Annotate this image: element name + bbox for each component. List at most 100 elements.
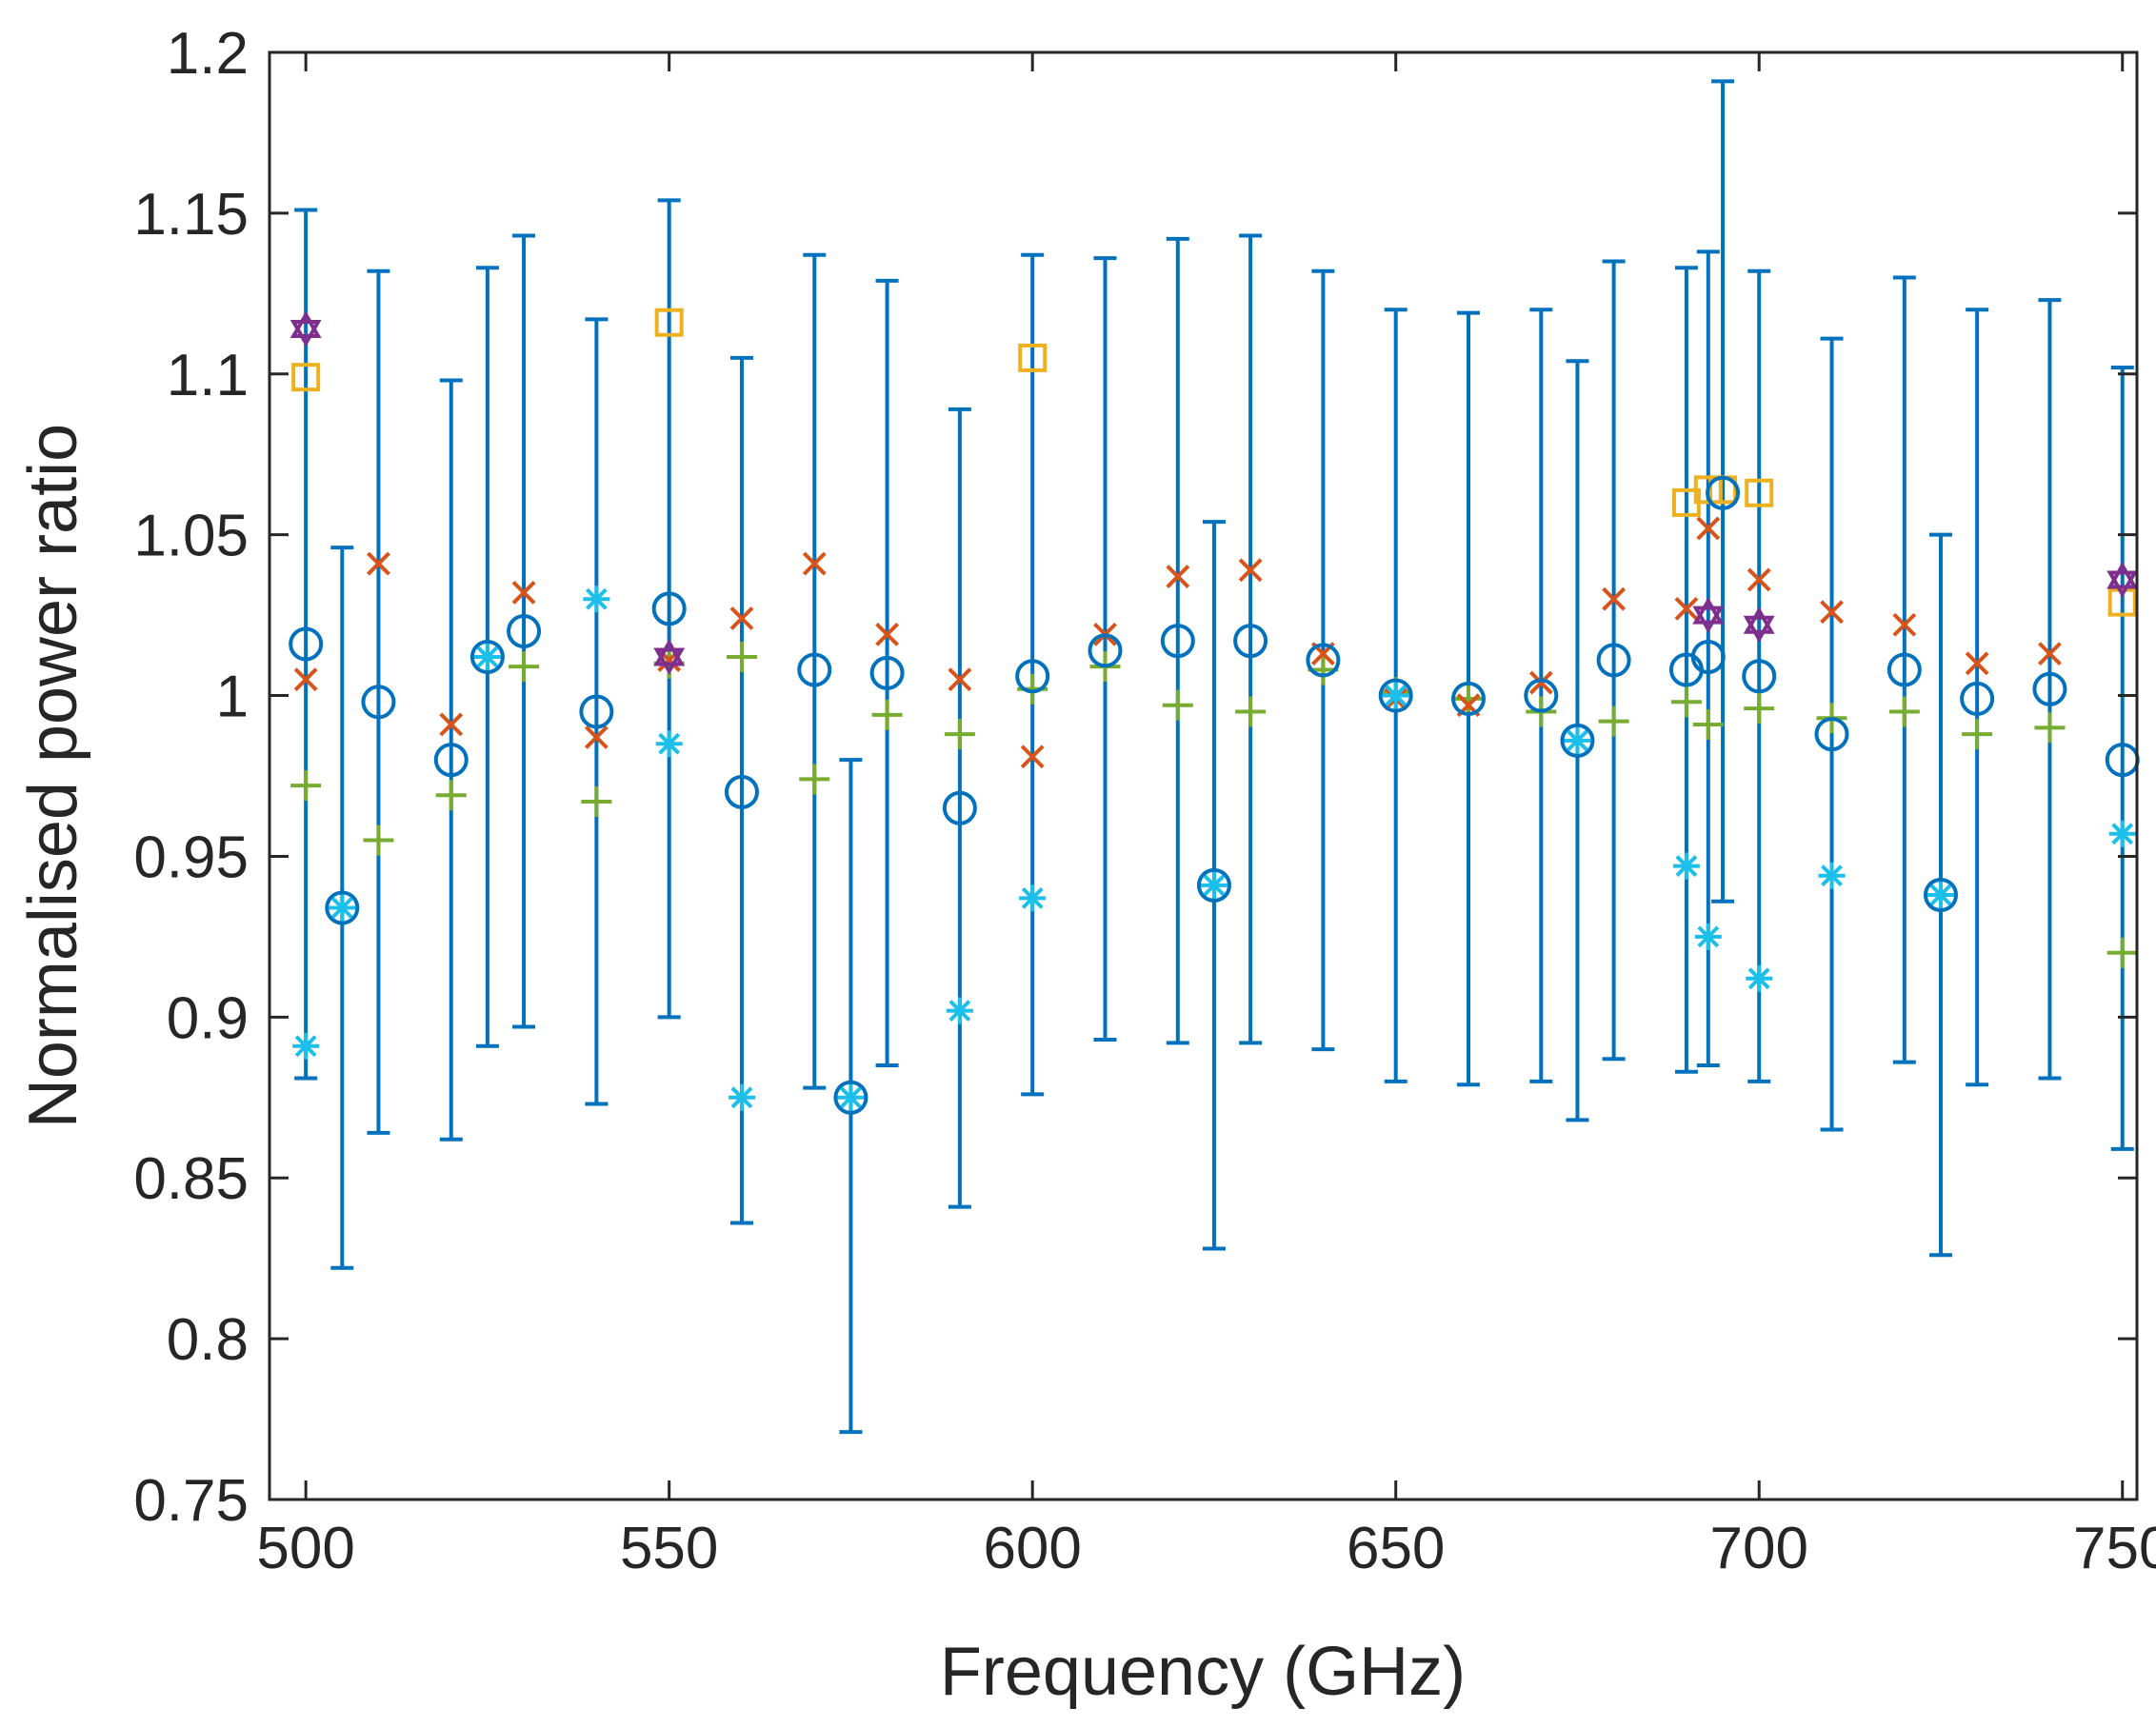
x-marker [1528, 670, 1553, 695]
error-bar [1529, 308, 1553, 1083]
error-bar [512, 233, 536, 1029]
circle-marker [2032, 671, 2067, 706]
error-bar [1820, 336, 1844, 1132]
plus-marker [726, 642, 757, 673]
circle-marker [1524, 678, 1559, 713]
x-marker [1020, 745, 1045, 769]
circle-marker [1960, 681, 1995, 716]
circle-marker [1015, 659, 1050, 694]
x-marker [367, 551, 390, 576]
circle-marker [507, 614, 542, 648]
error-bar [585, 317, 609, 1106]
plus-marker [1744, 693, 1775, 725]
asterisk-marker [837, 1083, 865, 1111]
error-bar [1747, 268, 1771, 1083]
asterisk-marker [1019, 884, 1047, 912]
circle-marker [1814, 717, 1849, 752]
data-marks [289, 79, 2140, 1435]
error-bar [1892, 275, 1916, 1064]
error-bar [367, 268, 390, 1135]
circle-marker [1196, 867, 1231, 903]
plus-marker [2106, 937, 2138, 968]
plus-marker [1598, 705, 1629, 737]
y-tick-label: 0.75 [133, 1468, 249, 1534]
plus-marker [2034, 712, 2066, 744]
asterisk-marker [1818, 862, 1846, 889]
circle-marker [361, 685, 396, 720]
error-bar [803, 252, 827, 1090]
x-marker [1602, 586, 1627, 611]
x-marker [2038, 642, 2062, 666]
y-tick-label: 0.8 [167, 1307, 249, 1373]
asterisk-marker [1746, 964, 1773, 992]
x-marker [439, 712, 464, 737]
circle-marker [1378, 678, 1413, 713]
y-tick-labels: 0.75 0.8 0.85 0.9 0.95 1 1.05 1.1 1.15 1.2 [133, 21, 249, 1534]
x-marker [1820, 600, 1844, 625]
asterisk-marker [329, 894, 356, 922]
series-circle [289, 475, 2140, 1115]
circle-marker [1690, 640, 1726, 675]
error-bar [1166, 236, 1189, 1045]
hexagram-marker [289, 310, 322, 348]
x-marker [1696, 516, 1721, 541]
plus-marker [1235, 696, 1267, 727]
circle-marker [797, 652, 832, 687]
plus-marker [290, 770, 322, 802]
asterisk-marker [1382, 682, 1409, 709]
error-bar [875, 278, 899, 1067]
x-marker [875, 622, 899, 646]
x-tick-label: 600 [983, 1516, 1081, 1581]
plus-marker [1888, 696, 1920, 727]
x-marker [1965, 651, 1989, 676]
x-marker [584, 725, 609, 749]
x-marker [1166, 565, 1190, 588]
plus-marker [799, 764, 830, 795]
axis-ticks [270, 50, 2137, 1501]
circle-marker [325, 890, 360, 925]
error-bar [1966, 308, 1989, 1087]
error-bar [1674, 266, 1698, 1074]
plus-marker [944, 719, 975, 750]
circle-marker [1560, 723, 1595, 758]
circle-marker [433, 743, 469, 778]
x-marker [1747, 567, 1771, 592]
circle-marker [1886, 652, 1922, 687]
asterisk-marker [655, 730, 683, 758]
y-tick-label: 1.1 [167, 343, 249, 408]
hexagram-marker [653, 639, 686, 675]
asterisk-marker [473, 644, 501, 671]
circle-marker [1706, 475, 1741, 510]
error-bar [294, 208, 318, 1081]
x-tick-label: 650 [1347, 1516, 1445, 1581]
asterisk-marker [1926, 881, 1954, 908]
error-bar [2038, 298, 2062, 1081]
circle-marker [1160, 624, 1195, 659]
plus-marker [871, 699, 903, 730]
circle-marker [833, 1080, 868, 1115]
circle-marker [579, 694, 614, 729]
circle-marker [869, 655, 905, 690]
square-marker [1018, 343, 1048, 372]
series-square [291, 308, 2137, 617]
asterisk-marker [2108, 820, 2136, 847]
square-marker [291, 363, 321, 392]
x-axis-label: Frequency (GHz) [940, 1634, 1466, 1710]
circle-marker [1596, 643, 1631, 678]
circle-marker [651, 591, 687, 626]
circle-marker [1742, 659, 1777, 694]
error-bar [948, 407, 971, 1209]
circle-marker [942, 790, 977, 825]
y-tick-label: 1.05 [133, 504, 249, 569]
error-bar [1711, 79, 1735, 904]
error-bar [2110, 366, 2134, 1151]
y-axis-label: Normalised power ratio [15, 424, 91, 1128]
asterisk-marker [583, 586, 610, 613]
circle-marker [1923, 877, 1958, 912]
series-plus [290, 642, 2138, 968]
x-tick-labels: 500 550 600 650 700 750 [256, 1516, 2156, 1581]
asterisk-marker [1672, 852, 1700, 880]
plus-marker [1692, 708, 1724, 740]
